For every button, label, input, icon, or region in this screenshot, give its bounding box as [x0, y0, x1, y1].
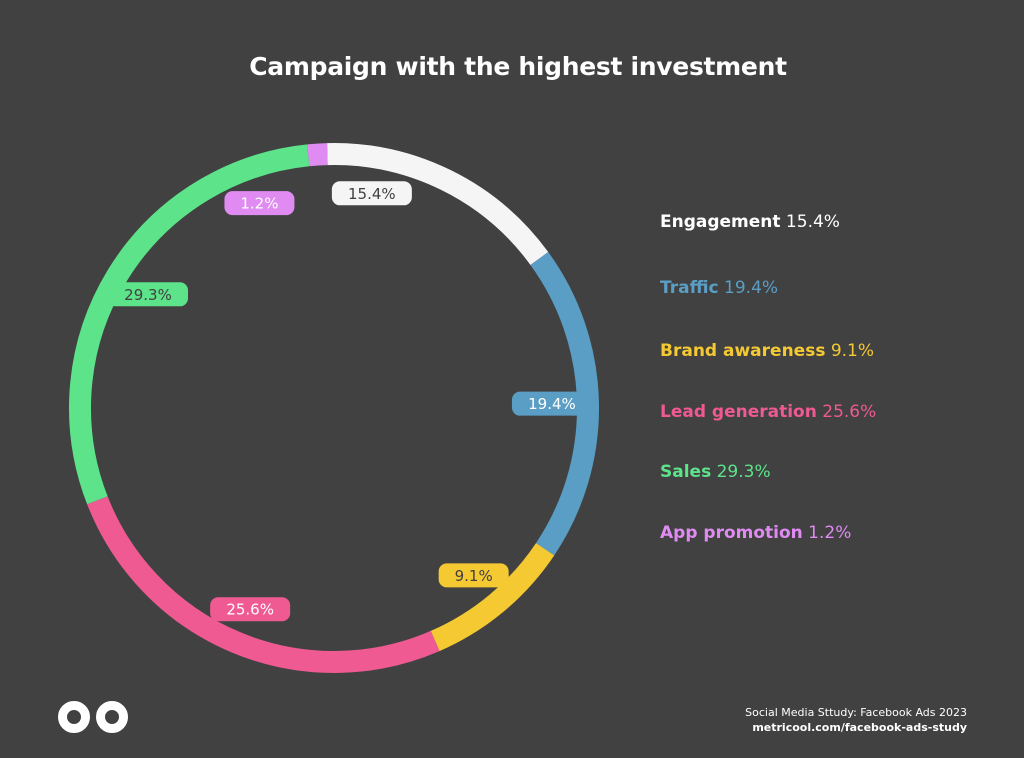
legend-value: 1.2%	[802, 523, 852, 543]
ring-segment-app-promotion	[307, 143, 328, 167]
data-label-pill	[210, 597, 291, 622]
data-label-text: 1.2%	[240, 195, 278, 213]
ring-segment-lead-generation	[87, 496, 440, 673]
data-label-sales: 29.3%	[108, 282, 189, 307]
data-label-text: 19.4%	[528, 395, 576, 413]
legend-value: 25.6%	[816, 402, 877, 422]
data-label-text: 25.6%	[226, 601, 274, 619]
legend-label: App promotion	[660, 523, 803, 543]
legend-item-lead-generation: Lead generation 25.6%	[660, 402, 876, 422]
data-label-app-promotion: 1.2%	[224, 191, 295, 216]
data-label-pill	[511, 391, 592, 416]
source-url: metricool.com/facebook-ads-study	[752, 721, 967, 734]
data-label-text: 15.4%	[348, 185, 396, 203]
legend-item-app-promotion: App promotion 1.2%	[660, 523, 851, 543]
chart-title: Campaign with the highest investment	[249, 52, 787, 81]
legend-value: 15.4%	[780, 212, 840, 232]
legend-value: 9.1%	[825, 341, 875, 361]
legend-label: Sales	[660, 462, 712, 482]
legend-item-engagement: Engagement 15.4%	[660, 212, 840, 232]
data-label-lead-generation: 25.6%	[210, 597, 291, 622]
legend-item-brand-awareness: Brand awareness 9.1%	[660, 341, 874, 361]
legend-item-traffic: Traffic 19.4%	[660, 278, 778, 298]
data-label-traffic: 19.4%	[511, 391, 592, 416]
source-note: Social Media Sttudy: Facebook Ads 2023 m…	[745, 705, 967, 735]
ring-segment-sales	[69, 144, 310, 505]
data-label-pill	[438, 563, 509, 588]
data-label-text: 9.1%	[455, 567, 493, 585]
legend-label: Brand awareness	[660, 341, 826, 361]
legend-label: Traffic	[660, 278, 719, 298]
legend-label: Lead generation	[660, 402, 817, 422]
legend-value: 29.3%	[711, 462, 771, 482]
ring-segment-brand-awareness	[430, 542, 555, 652]
data-label-pill	[331, 181, 412, 206]
legend-item-sales: Sales 29.3%	[660, 462, 771, 482]
ring-segment-engagement	[327, 143, 549, 265]
data-label-text: 29.3%	[124, 286, 172, 304]
data-label-pill	[108, 282, 189, 307]
data-label-engagement: 15.4%	[331, 181, 412, 206]
legend-label: Engagement	[660, 212, 781, 232]
data-label-brand-awareness: 9.1%	[438, 563, 509, 588]
data-label-pill	[224, 191, 295, 216]
donut-chart: 15.4% 19.4% 9.1% 25.6% 29.3% 1.2%	[69, 143, 599, 673]
source-text: Social Media Sttudy: Facebook Ads 2023	[745, 706, 967, 719]
infinity-logo-icon	[58, 701, 128, 733]
legend-value: 19.4%	[718, 278, 779, 298]
